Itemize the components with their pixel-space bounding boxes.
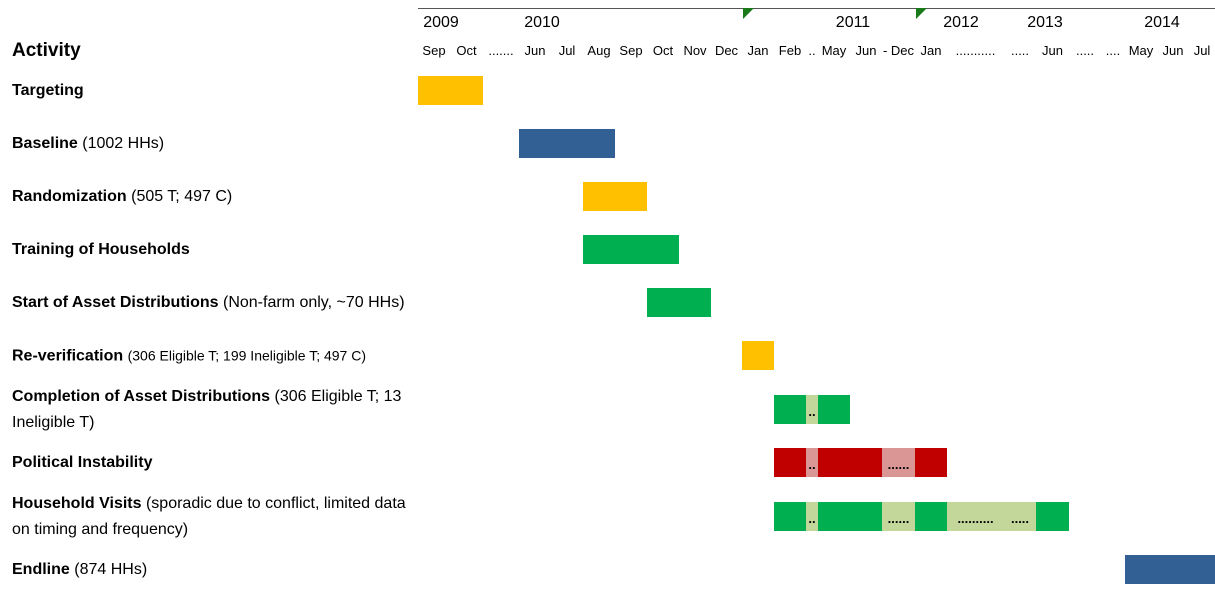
activity-name: Randomization	[12, 188, 127, 205]
activity-name: Completion of Asset Distributions	[12, 388, 271, 405]
activity-label: Endline (874 HHs)	[12, 557, 422, 583]
month-label: ....	[1105, 43, 1121, 58]
activity-name: Training of Households	[12, 241, 190, 258]
timeline-bar	[1125, 555, 1215, 584]
flags	[743, 8, 927, 19]
activity-detail: (874 HHs)	[74, 561, 148, 578]
timeline-bar: ..	[806, 395, 818, 424]
timeline-bar	[418, 76, 483, 105]
month-label: - Dec	[882, 43, 915, 58]
activity-label: Targeting	[12, 78, 422, 104]
activity-detail: (sporadic due to conflict, limited data …	[12, 495, 406, 538]
month-label: ..	[808, 43, 816, 58]
month-label: .....	[1010, 43, 1030, 58]
month-label: Oct	[456, 43, 477, 58]
timeline-bar: ..	[806, 448, 818, 477]
month-label: Aug	[587, 43, 611, 58]
activity-label: Re-verification (306 Eligible T; 199 Ine…	[12, 343, 422, 370]
month-label: Sep	[422, 43, 446, 58]
activity-detail: (306 Eligible T; 13 Ineligible T)	[12, 388, 402, 431]
bar-dots: .....	[1010, 511, 1030, 526]
month-label: Jan	[747, 43, 769, 58]
timeline-bar	[1036, 502, 1069, 531]
month-label: Jun	[855, 43, 877, 58]
activity-label: Completion of Asset Distributions (306 E…	[12, 384, 422, 436]
bar-dots: ......	[887, 457, 910, 472]
timeline-bar	[647, 288, 711, 317]
activity-name: Household Visits	[12, 495, 142, 512]
activity-name: Start of Asset Distributions	[12, 294, 219, 311]
month-label: ...........	[955, 43, 996, 58]
month-label: .....	[1075, 43, 1095, 58]
year-label: 2011	[835, 14, 871, 31]
timeline-bar	[818, 395, 850, 424]
bar-dots: ..	[808, 511, 816, 526]
activity-label: Household Visits (sporadic due to confli…	[12, 491, 422, 543]
bar-dots: ..	[808, 457, 816, 472]
timeline-bar	[818, 502, 882, 531]
month-label: Feb	[778, 43, 802, 58]
month-label: Jun	[1042, 43, 1063, 58]
activity-detail: (1002 HHs)	[82, 135, 165, 152]
year-label: 2010	[524, 14, 560, 31]
timeline-bar	[915, 448, 947, 477]
top-rule	[418, 8, 1215, 9]
month-label: Jul	[558, 43, 576, 58]
month-label: Jun	[524, 43, 546, 58]
activity-label: Training of Households	[12, 237, 422, 263]
timeline-bar: ..	[806, 502, 818, 531]
bar-dots: ......	[887, 511, 910, 526]
activity-detail: (Non-farm only, ~70 HHs)	[223, 294, 405, 311]
timeline-bar	[519, 129, 615, 158]
timeline-bar	[583, 235, 679, 264]
timeline-bar	[583, 182, 647, 211]
activity-label: Start of Asset Distributions (Non-farm o…	[12, 290, 422, 316]
activity-name: Baseline	[12, 135, 78, 152]
month-label: Jun	[1162, 43, 1184, 58]
activity-name: Political Instability	[12, 454, 153, 471]
month-label: Oct	[652, 43, 674, 58]
year-label: 2009	[423, 14, 459, 31]
timeline-bar	[742, 341, 774, 370]
timeline-bar	[774, 448, 806, 477]
activity-header: Activity	[12, 40, 81, 61]
year-label: 2012	[943, 14, 979, 31]
month-label: May	[821, 43, 847, 58]
year-label: 2013	[1027, 14, 1063, 31]
month-label: Nov	[683, 43, 707, 58]
activity-name: Targeting	[12, 82, 84, 99]
activity-name: Re-verification	[12, 347, 124, 365]
month-label: Jan	[920, 43, 942, 58]
timeline-bar	[774, 395, 806, 424]
bar-dots: ..........	[957, 511, 994, 526]
activity-detail: (306 Eligible T; 199 Ineligible T; 497 C…	[127, 347, 367, 364]
activity-label: Baseline (1002 HHs)	[12, 131, 422, 157]
bar-dots: ..	[808, 404, 816, 419]
year-label: 2014	[1144, 14, 1180, 31]
activity-name: Endline	[12, 561, 70, 578]
activity-label: Randomization (505 T; 497 C)	[12, 184, 422, 210]
timeline-bar	[774, 502, 806, 531]
month-label: Dec	[714, 43, 739, 58]
activity-label: Political Instability	[12, 450, 422, 476]
timeline-bar	[915, 502, 947, 531]
month-label: Jul	[1193, 43, 1211, 58]
month-label: .......	[488, 43, 514, 58]
timeline-bar: ......	[882, 502, 915, 531]
month-label: Sep	[619, 43, 643, 58]
timeline-bar: .....	[1004, 502, 1036, 531]
activity-detail: (505 T; 497 C)	[131, 188, 233, 205]
timeline-bar: ......	[882, 448, 915, 477]
timeline-bar: ..........	[947, 502, 1004, 531]
timeline-bar	[818, 448, 882, 477]
month-label: May	[1128, 43, 1154, 58]
